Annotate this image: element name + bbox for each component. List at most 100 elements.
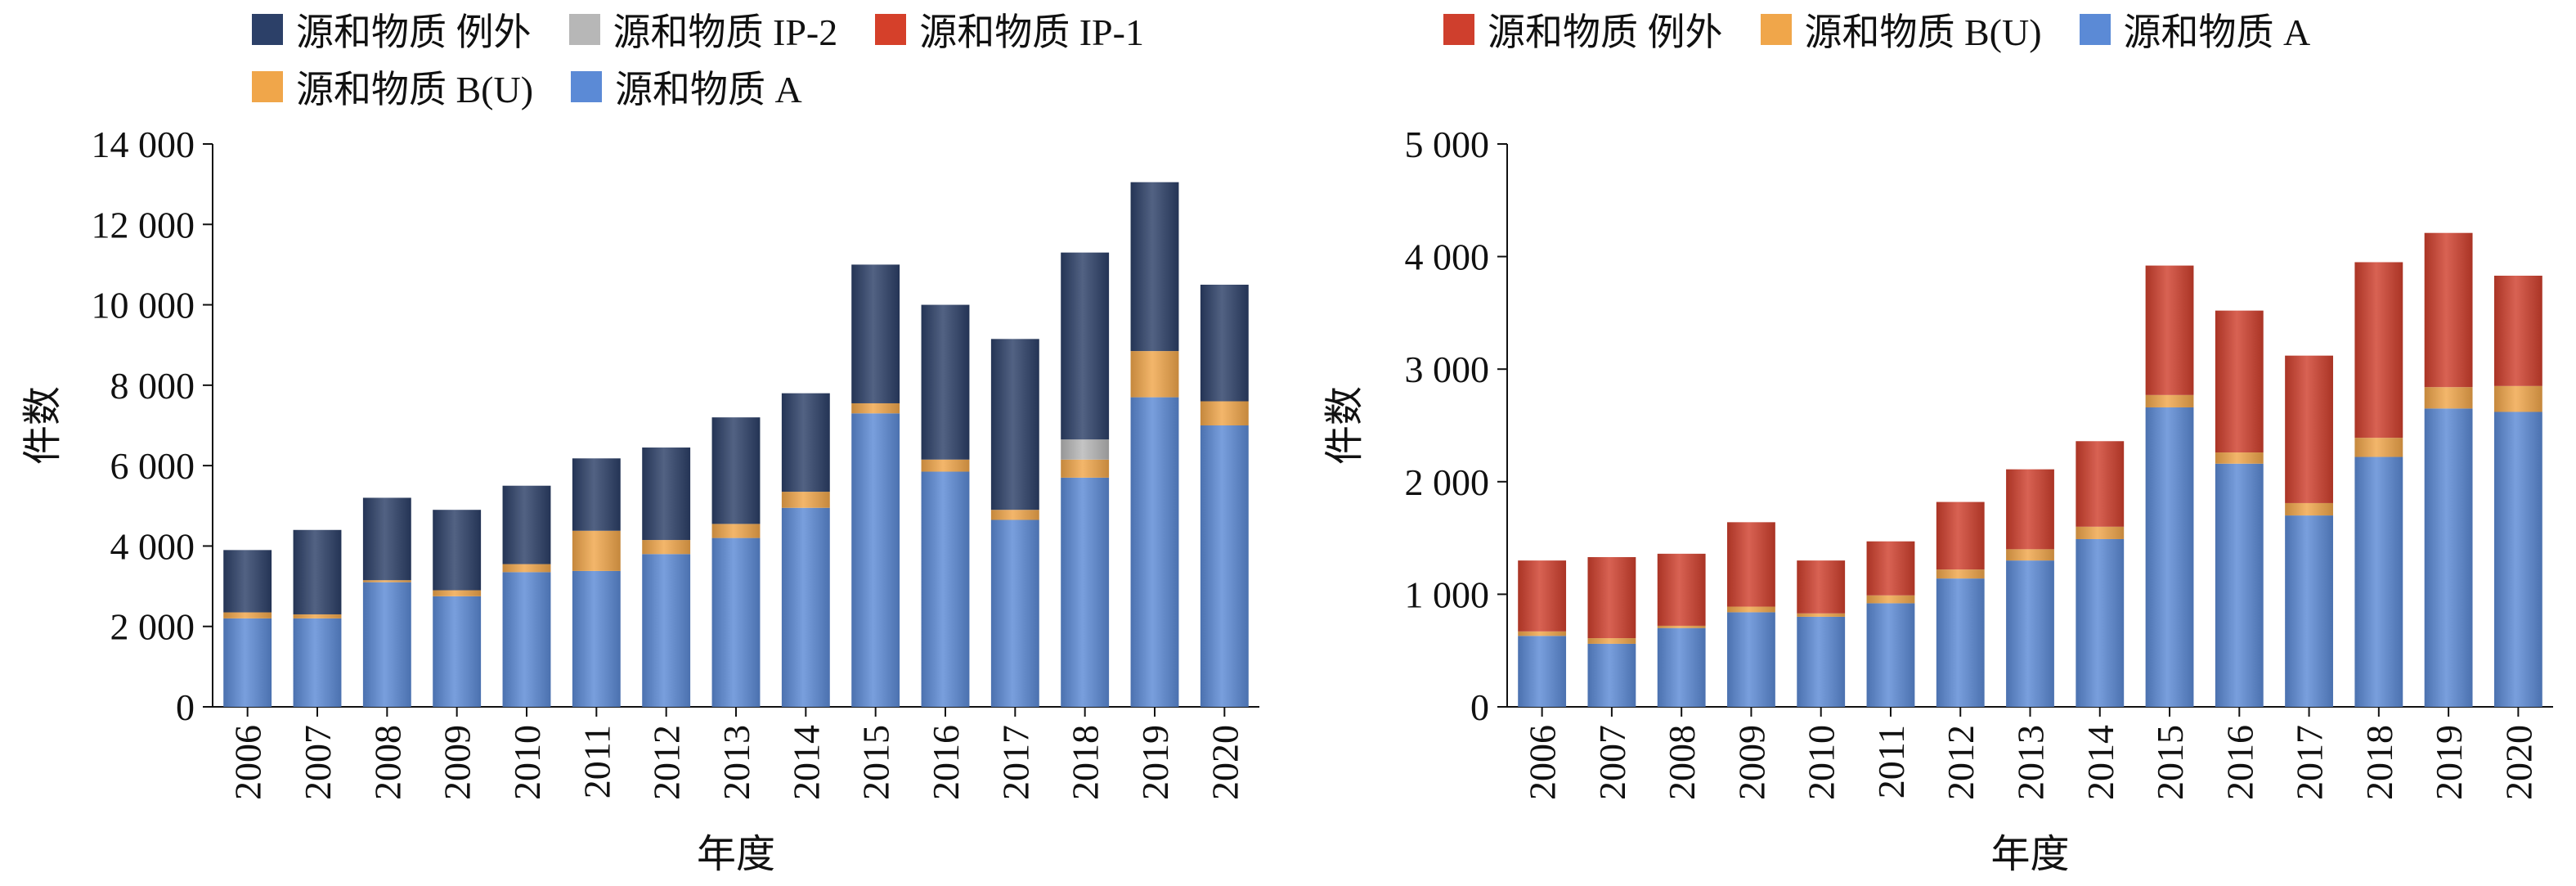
right-bar-segment xyxy=(2424,408,2473,707)
right-bar-segment xyxy=(2493,412,2542,707)
right-bar-segment xyxy=(2354,438,2403,457)
right-bar-segment xyxy=(1587,638,1636,644)
right-bar-segment xyxy=(2006,549,2054,561)
right-bar-segment xyxy=(2354,262,2403,439)
right-xtick-label: 2015 xyxy=(2149,725,2191,800)
left-xtick-label: 2014 xyxy=(785,725,827,800)
right-bar-segment xyxy=(1727,522,1775,607)
left-y-axis-title: 件数 xyxy=(21,386,65,465)
right-ytick-label: 1 000 xyxy=(1405,573,1490,615)
left-legend-label-exempt: 源和物质 例外 xyxy=(296,11,532,53)
left-bar-segment xyxy=(223,618,272,707)
left-bar-segment xyxy=(851,403,900,414)
right-bar-segment xyxy=(2145,407,2194,707)
left-bar-segment xyxy=(293,529,342,614)
left-bar-segment xyxy=(711,524,761,538)
left-bar-segment xyxy=(711,537,761,707)
left-bar-segment xyxy=(1061,459,1110,478)
right-legend: 源和物质 例外 源和物质 B(U) 源和物质 A xyxy=(1443,5,2506,54)
right-bar-segment xyxy=(1657,625,1706,628)
left-xtick-label: 2009 xyxy=(437,725,478,800)
right-bar-segment xyxy=(1727,606,1775,613)
left-legend-label-ip2: 源和物质 IP-2 xyxy=(613,11,838,53)
left-bar-segment xyxy=(572,458,621,531)
left-bar-segment xyxy=(362,582,411,707)
left-bar-segment xyxy=(642,447,691,541)
left-xtick-label: 2018 xyxy=(1065,725,1106,800)
left-xtick-label: 2015 xyxy=(855,725,897,800)
right-bar-segment xyxy=(1587,556,1636,639)
right-legend-item-exempt: 源和物质 例外 xyxy=(1443,5,1723,54)
left-bar-segment xyxy=(362,497,411,581)
left-bar-segment xyxy=(223,550,272,613)
left-xtick-label: 2019 xyxy=(1134,725,1176,800)
right-bar-segment xyxy=(2424,387,2473,409)
right-xtick-label: 2006 xyxy=(1522,725,1564,800)
right-bar-segment xyxy=(1797,613,1846,617)
right-bar-segment xyxy=(2006,469,2054,550)
right-legend-label-bu: 源和物质 B(U) xyxy=(1804,11,2042,53)
left-bar-segment xyxy=(1130,182,1179,352)
left-legend-label-bu: 源和物质 B(U) xyxy=(296,69,534,110)
left-legend-swatch-exempt xyxy=(252,14,283,45)
right-ytick-label: 3 000 xyxy=(1405,349,1490,390)
right-bar-segment xyxy=(1727,612,1775,707)
right-xtick-label: 2016 xyxy=(2219,725,2260,800)
left-legend-swatch-bu xyxy=(252,71,283,102)
left-legend-swatch-a xyxy=(571,71,603,102)
left-bar-segment xyxy=(572,530,621,571)
right-bar-segment xyxy=(1936,578,1985,707)
left-xtick-label: 2013 xyxy=(716,725,757,800)
left-bar-segment xyxy=(711,417,761,524)
left-ytick-label: 6 000 xyxy=(110,445,195,487)
left-legend-swatch-ip1 xyxy=(875,14,907,45)
right-bar-segment xyxy=(2145,394,2194,407)
left-ytick-label: 2 000 xyxy=(110,606,195,648)
right-xtick-label: 2017 xyxy=(2289,725,2331,800)
left-chart: 0 2 000 4 000 6 000 8 000 10 000 12 000 14 000 2… xyxy=(21,124,1259,876)
left-bar-segment xyxy=(1061,439,1110,460)
right-xtick-label: 2020 xyxy=(2497,725,2539,800)
right-bar-segment xyxy=(2493,385,2542,412)
right-bar-segment xyxy=(1866,603,1915,707)
left-xtick-label: 2006 xyxy=(227,725,269,800)
left-ytick-label: 0 xyxy=(176,686,195,728)
left-bar-segment xyxy=(1130,397,1179,707)
right-bar-segment xyxy=(2215,463,2264,707)
left-bar-segment xyxy=(1061,477,1110,707)
left-legend-item-ip2: 源和物质 IP-2 xyxy=(568,5,838,54)
right-legend-item-a: 源和物质 A xyxy=(2079,5,2310,54)
left-x-axis-title: 年度 xyxy=(697,833,775,876)
left-legend: 源和物质 例外 源和物质 IP-2 源和物质 IP-1 源和物质 B(U) 源和… xyxy=(252,5,1331,111)
right-bar-segment xyxy=(2285,355,2333,503)
right-bar-segment xyxy=(2076,441,2125,527)
right-ytick-label: 4 000 xyxy=(1405,236,1490,278)
right-xtick-label: 2009 xyxy=(1730,725,1772,800)
right-bar-segment xyxy=(2076,526,2125,539)
left-xtick-label: 2020 xyxy=(1204,725,1245,800)
right-xtick-label: 2019 xyxy=(2428,725,2470,800)
left-xtick-label: 2016 xyxy=(925,725,967,800)
left-bar-segment xyxy=(1061,252,1110,440)
right-bar-segment xyxy=(1936,569,1985,579)
left-ytick-label: 14 000 xyxy=(92,124,195,165)
left-bar-segment xyxy=(642,554,691,707)
left-ytick-label: 4 000 xyxy=(110,525,195,567)
left-xtick-label: 2007 xyxy=(297,725,339,800)
right-bar-segment xyxy=(1936,501,1985,570)
left-xtick-label: 2008 xyxy=(366,725,408,800)
left-bar-segment xyxy=(433,510,482,591)
right-xtick-label: 2013 xyxy=(2010,725,2052,800)
left-bar-segment xyxy=(502,572,551,707)
right-bar-segment xyxy=(2006,560,2054,707)
right-ytick-label: 0 xyxy=(1470,686,1489,728)
right-bar-segment xyxy=(2493,275,2542,386)
right-xtick-label: 2011 xyxy=(1870,725,1912,798)
right-legend-item-bu: 源和物质 B(U) xyxy=(1760,5,2042,54)
left-bar-segment xyxy=(502,564,551,573)
left-bar-segment xyxy=(1130,351,1179,398)
right-bar-segment xyxy=(1518,631,1567,636)
left-bar-segment xyxy=(362,580,411,582)
left-bar-segment xyxy=(921,304,970,460)
